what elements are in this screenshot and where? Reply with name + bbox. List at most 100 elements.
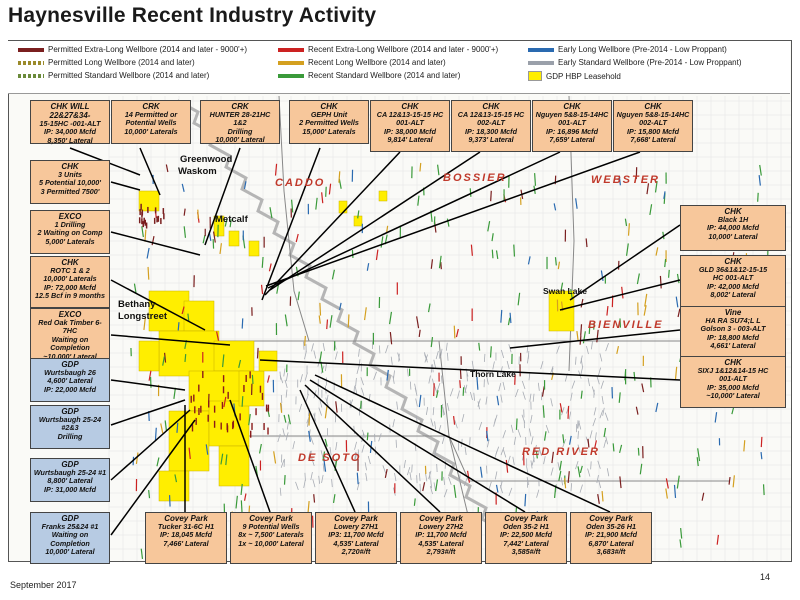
- early-wellbore: [526, 466, 529, 475]
- leasehold-block: [208, 400, 250, 447]
- callout-box[interactable]: GDP Wurtsbaugh 25-24 #2&3 Drilling: [30, 405, 110, 449]
- recent-wellbore: [446, 218, 450, 227]
- early-wellbore: [292, 441, 295, 450]
- callout-line: GDP: [61, 360, 79, 369]
- early-wellbore: [329, 447, 332, 456]
- county-label: RED RIVER: [522, 446, 600, 458]
- recent-wellbore: [176, 422, 179, 433]
- callout-box[interactable]: Covey Park 9 Potential Wells 8x ~ 7,500' L…: [230, 512, 312, 564]
- recent-wellbore: [665, 488, 668, 499]
- callout-line: 10,000' Lateral: [215, 135, 265, 145]
- callout-box[interactable]: CHK Black 1H IP: 44,000 Mcfd 10,000' Latera…: [680, 205, 786, 251]
- early-wellbore: [590, 341, 593, 350]
- recent-wellbore: [560, 282, 564, 291]
- recent-wellbore: [151, 236, 155, 246]
- callout-box[interactable]: Covey Park Oden 35-2 H1 IP: 22,500 Mcfd 7,4…: [485, 512, 567, 564]
- callout-line: EXCO: [58, 212, 82, 221]
- callout-line: Lowery 27H1: [333, 522, 379, 531]
- callout-line: CHK: [61, 258, 79, 267]
- callout-box[interactable]: Covey Park Lowery 27H2 IP: 11,700 Mcfd 4,53…: [400, 512, 482, 564]
- callout-line: 4,535' Lateral: [418, 538, 464, 548]
- legend-item: Early Long Wellbore (Pre-2014 - Low Prop…: [528, 45, 727, 54]
- callout-line: IP: 11,700 Mcfd: [415, 530, 467, 540]
- callout-box[interactable]: CHK Nguyen 5&8-15-14HC 002-ALT IP: 15,800 M…: [613, 100, 693, 152]
- recent-wellbore: [513, 244, 516, 257]
- early-wellbore: [605, 436, 609, 445]
- early-wellbore: [390, 356, 393, 365]
- early-wellbore: [406, 368, 409, 377]
- early-wellbore: [500, 366, 503, 375]
- recent-wellbore: [616, 346, 620, 354]
- callout-box[interactable]: CHK CA 12&13-15-15 HC 002-ALT IP: 18,300 Mc…: [451, 100, 531, 152]
- callout-box[interactable]: CHK WILL 22&27&34- 15-15HC -001-ALT IP: 34…: [30, 100, 110, 145]
- early-wellbore: [498, 383, 502, 392]
- early-wellbore: [403, 460, 406, 469]
- callout-line: IP: 31,000 Mcfd: [44, 484, 96, 494]
- callout-line: Covey Park: [164, 514, 208, 523]
- leader-line: [110, 379, 186, 391]
- recent-wellbore: [156, 457, 160, 467]
- early-wellbore: [423, 352, 428, 361]
- callout-box[interactable]: CRK 14 Permitted or Potential Wells 10,000'…: [111, 100, 191, 144]
- callout-box[interactable]: CRK HUNTER 28-21HC 1&2 Drilling 10,000' Lat…: [200, 100, 280, 144]
- early-wellbore: [425, 406, 429, 415]
- early-wellbore: [530, 460, 533, 469]
- early-wellbore: [447, 352, 449, 361]
- recent-wellbore: [177, 322, 180, 331]
- recent-wellbore: [535, 451, 538, 459]
- callout-box[interactable]: CHK 3 Units 5 Potential 10,000' 3 Permitted…: [30, 160, 110, 204]
- recent-wellbore: [597, 494, 600, 504]
- early-wellbore: [500, 349, 505, 359]
- callout-box[interactable]: Vine HA RA SU74;L L Golson 3 - 003-ALT IP: …: [680, 306, 786, 358]
- callout-box[interactable]: Covey Park Lowery 27H1 IP3: 11,700 Mcfd 4,5…: [315, 512, 397, 564]
- callout-box[interactable]: Covey Park Tucker 31-6C H1 IP: 18,045 Mcfd…: [145, 512, 227, 564]
- early-wellbore: [560, 477, 564, 486]
- recent-wellbore: [639, 463, 643, 475]
- early-wellbore: [303, 479, 306, 489]
- recent-wellbore: [633, 371, 636, 381]
- recent-wellbore: [240, 483, 243, 496]
- callout-line: IP: 72,000 Mcfd: [44, 282, 96, 292]
- recent-wellbore: [580, 298, 584, 308]
- early-wellbore: [586, 345, 589, 355]
- recent-wellbore: [284, 314, 288, 327]
- recent-wellbore: [241, 318, 244, 329]
- callout-box[interactable]: CHK ROTC 1 & 2 10,000' Laterals IP: 72,000 …: [30, 256, 110, 308]
- early-wellbore: [602, 407, 605, 416]
- early-wellbore: [478, 421, 483, 431]
- recent-wellbore: [491, 249, 494, 259]
- early-wellbore: [378, 345, 381, 354]
- early-wellbore: [349, 399, 354, 408]
- leasehold-block: [213, 215, 225, 237]
- callout-line: HA RA SU74;L L: [705, 316, 761, 325]
- callout-box[interactable]: GDP Franks 25&24 #1 Waiting on Completion 10…: [30, 512, 110, 564]
- callout-box[interactable]: EXCO 1 Drilling 2 Waiting on Comp 5,000' La…: [30, 210, 110, 254]
- recent-wellbore: [618, 175, 621, 186]
- recent-wellbore: [665, 478, 669, 489]
- early-wellbore: [454, 420, 458, 429]
- early-wellbore: [441, 435, 445, 444]
- callout-box[interactable]: CHK Nguyen 5&8-15-14HC 001-ALT IP: 16,896 M…: [532, 100, 612, 152]
- early-wellbore: [589, 430, 593, 439]
- recent-wellbore: [160, 423, 164, 434]
- callout-box[interactable]: CHK GEPH Unit 2 Permitted Wells 15,000' Lat…: [289, 100, 369, 144]
- recent-wellbore: [619, 476, 622, 489]
- callout-box[interactable]: CHK SIXJ 1&12&14-15 HC 001-ALT IP: 35,000 M…: [680, 356, 786, 408]
- callout-line: Waiting on: [51, 530, 89, 540]
- callout-box[interactable]: CHK CA 12&13-15-15 HC 001-ALT IP: 38,000 Mc…: [370, 100, 450, 152]
- callout-box[interactable]: CHK GLD 36&1&12-15-15 HC 001-ALT IP: 42,000…: [680, 255, 786, 307]
- recent-wellbore: [322, 451, 326, 461]
- recent-wellbore: [562, 434, 565, 444]
- recent-wellbore: [575, 198, 578, 209]
- callout-line: 15-15HC -001-ALT: [39, 119, 101, 128]
- map-canvas[interactable]: [9, 41, 791, 561]
- recent-wellbore: [625, 243, 629, 256]
- early-wellbore: [355, 377, 357, 386]
- callout-box[interactable]: Covey Park Oden 35-26 H1 IP: 21,900 Mcfd 6,…: [570, 512, 652, 564]
- callout-line: Wurtsbaugh 25-24 #1: [33, 468, 107, 477]
- callout-box[interactable]: GDP Wurtsbaugh 26 4,600' Lateral IP: 22,000…: [30, 358, 110, 402]
- callout-box[interactable]: EXCO Red Oak Timber 6-7HC Waiting on Comple…: [30, 308, 110, 361]
- early-wellbore: [543, 456, 546, 465]
- callout-box[interactable]: GDP Wurtsbaugh 25-24 #1 8,800' Lateral IP: …: [30, 458, 110, 502]
- early-wellbore: [550, 398, 553, 407]
